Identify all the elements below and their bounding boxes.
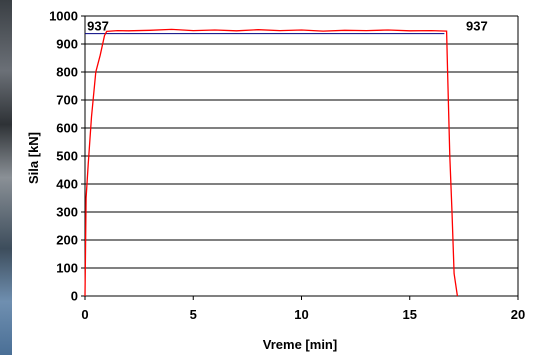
annotation-0: 937: [87, 19, 109, 34]
gridlines: [85, 15, 518, 269]
y-tick-label-100: 100: [56, 261, 78, 276]
annotations: 937 937: [87, 19, 488, 34]
y-tick-label-800: 800: [56, 65, 78, 80]
x-tick-label-5: 5: [190, 307, 197, 322]
y-tick-label-300: 300: [56, 205, 78, 220]
y-tick-label-0: 0: [71, 289, 78, 304]
background-photo-edge: [0, 0, 12, 355]
annotation-1: 937: [466, 19, 488, 34]
force-series-line: [84, 28, 459, 297]
y-tick-label-900: 900: [56, 37, 78, 52]
x-tick-label-20: 20: [511, 307, 525, 322]
y-tick-label-400: 400: [56, 177, 78, 192]
y-tick-label-1000: 1000: [49, 9, 78, 24]
y-tick-label-700: 700: [56, 93, 78, 108]
y-tick-label-500: 500: [56, 149, 78, 164]
x-tick-label-0: 0: [81, 307, 88, 322]
x-tick-label-10: 10: [294, 307, 308, 322]
tick-labels: 0 100 200 300 400 500 600 700 800 900 1000 0 5 10 15 20: [49, 9, 525, 323]
y-tick-label-200: 200: [56, 233, 78, 248]
x-tick-label-15: 15: [403, 307, 417, 322]
y-axis-title: Sila [kN]: [26, 132, 41, 184]
y-tick-label-600: 600: [56, 121, 78, 136]
x-axis-title: Vreme [min]: [263, 337, 337, 352]
